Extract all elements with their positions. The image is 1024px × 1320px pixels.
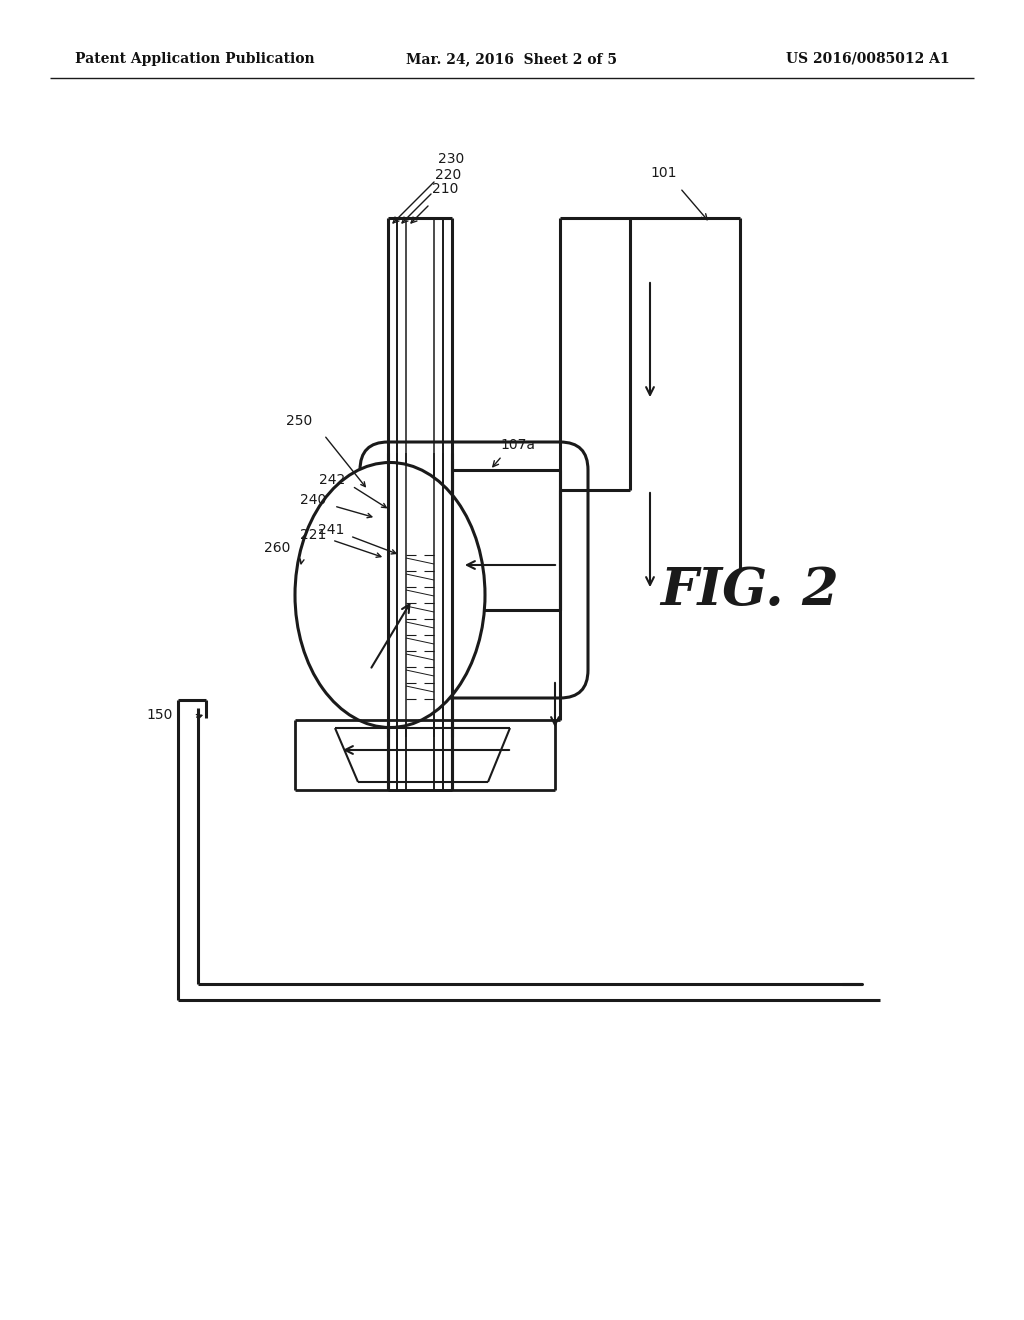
FancyBboxPatch shape: [360, 442, 588, 698]
Text: 220: 220: [435, 168, 461, 182]
Text: Mar. 24, 2016  Sheet 2 of 5: Mar. 24, 2016 Sheet 2 of 5: [407, 51, 617, 66]
Text: 101: 101: [650, 166, 677, 180]
Text: FIG. 2: FIG. 2: [660, 565, 839, 615]
Text: 150: 150: [146, 708, 173, 722]
Text: US 2016/0085012 A1: US 2016/0085012 A1: [786, 51, 950, 66]
Text: 241: 241: [317, 523, 344, 537]
Text: 250: 250: [286, 414, 312, 428]
Text: 242: 242: [318, 473, 345, 487]
Text: 107a: 107a: [500, 438, 535, 451]
Text: 260: 260: [263, 541, 290, 554]
Text: Patent Application Publication: Patent Application Publication: [75, 51, 314, 66]
Ellipse shape: [295, 462, 485, 727]
Text: 240: 240: [300, 492, 326, 507]
Text: 221: 221: [300, 528, 326, 543]
Text: 230: 230: [438, 152, 464, 166]
Text: 210: 210: [432, 182, 459, 195]
